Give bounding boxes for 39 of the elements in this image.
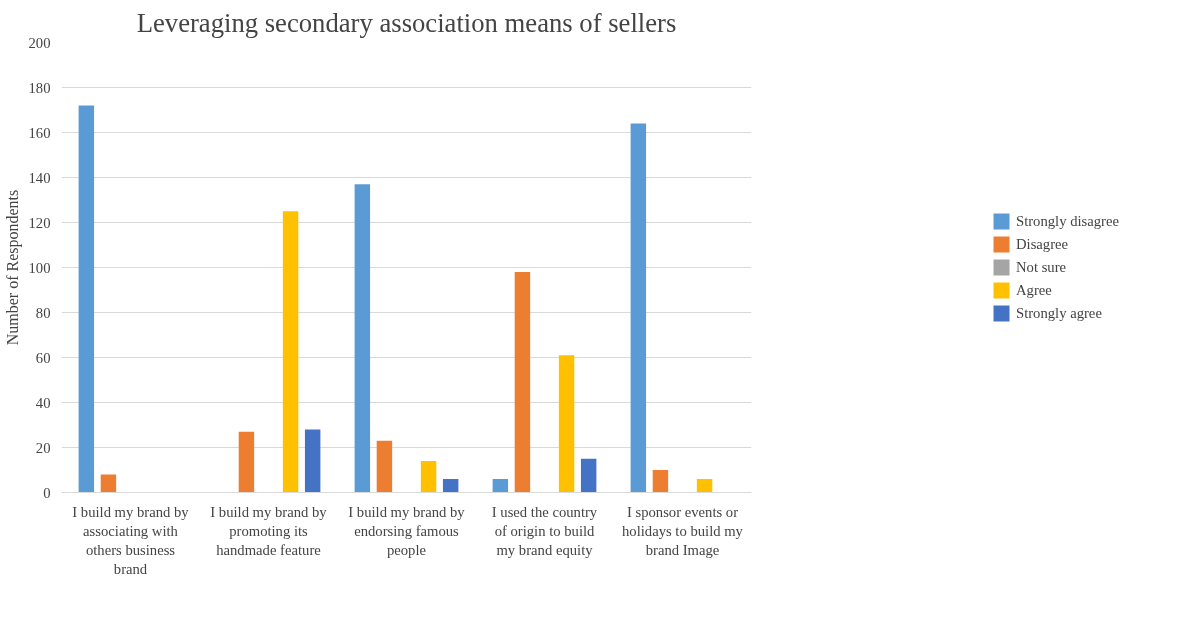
legend-label: Disagree: [1016, 235, 1069, 253]
bar: [304, 429, 321, 493]
bar: [558, 355, 575, 493]
y-tick-label: 60: [35, 349, 51, 366]
bar: [376, 440, 393, 493]
legend-label: Strongly disagree: [1016, 212, 1119, 230]
bar: [442, 479, 459, 493]
y-tick-label: 80: [35, 304, 51, 321]
bar: [238, 431, 255, 493]
bar: [514, 272, 531, 493]
bar: [282, 211, 299, 493]
x-tick-label: I build my brand by endorsing famous people: [348, 503, 466, 558]
chart-title: Leveraging secondary association means of sellers: [136, 7, 677, 38]
bar: [78, 105, 95, 493]
x-tick-label: I build my brand by promoting its handmade feature: [210, 503, 328, 558]
y-tick-label: 100: [28, 259, 51, 276]
bar: [580, 458, 597, 493]
y-tick-label: 200: [28, 34, 51, 51]
y-tick-label: 120: [28, 214, 51, 231]
y-tick-label: 160: [28, 124, 51, 141]
y-tick-label: 140: [28, 169, 51, 186]
bar: [652, 470, 669, 493]
y-axis-title: Number of Respondents: [3, 189, 22, 346]
bar: [492, 479, 509, 493]
x-tick-label: I build my brand by associating with others business brand: [72, 503, 190, 578]
x-tick-label: I sponsor events or holidays to build my brand Image: [622, 503, 744, 558]
y-tick-label: 0: [43, 484, 51, 501]
bar: [420, 461, 437, 493]
bar: [100, 474, 117, 493]
bar: [696, 479, 713, 493]
y-tick-label: 40: [35, 394, 51, 411]
legend-label: Agree: [1016, 281, 1052, 299]
legend-label: Strongly agree: [1016, 304, 1102, 322]
legend-label: Not sure: [1016, 258, 1067, 276]
bar: [630, 123, 647, 493]
bar: [354, 184, 371, 493]
x-tick-label: I used the country of origin to build my brand equity: [491, 503, 598, 558]
y-tick-label: 180: [28, 79, 51, 96]
y-tick-label: 20: [35, 439, 51, 456]
